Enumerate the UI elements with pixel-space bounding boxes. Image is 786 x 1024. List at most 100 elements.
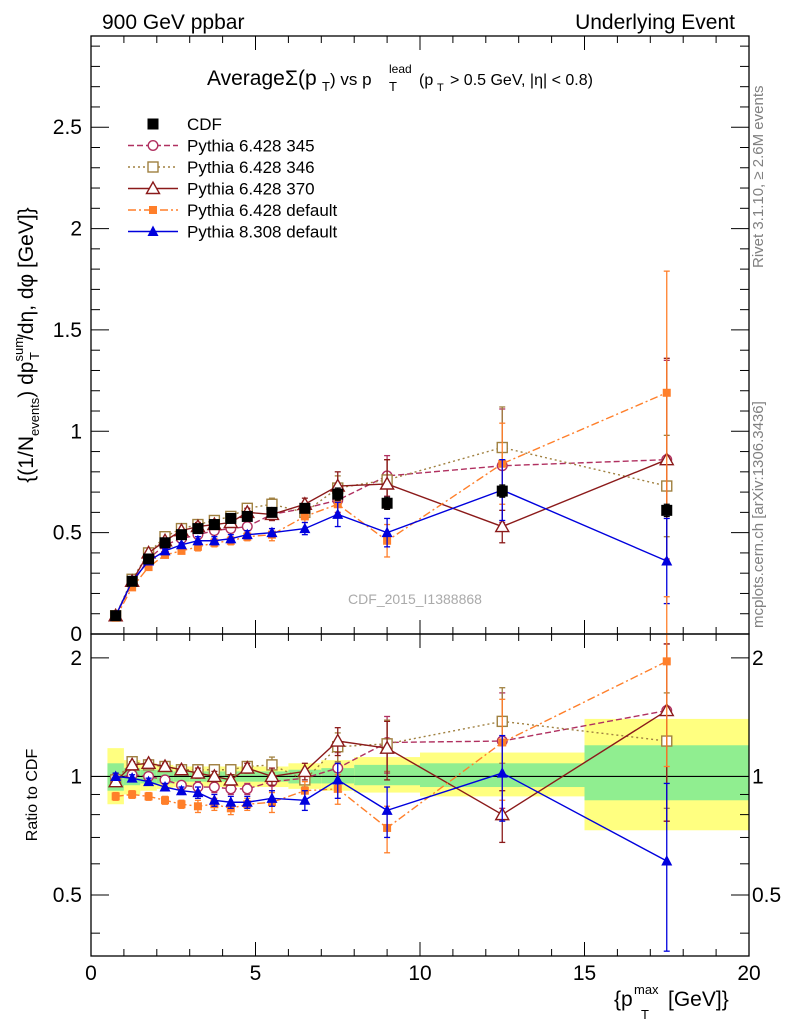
main-title-sub-t2: T	[389, 79, 397, 94]
ratio-data-point	[173, 761, 190, 776]
svg-text:[GeV]}: [GeV]}	[668, 988, 729, 1011]
main-series-5	[110, 484, 673, 622]
ratio-data-point	[175, 784, 187, 796]
ratio-data-point	[379, 740, 395, 754]
svg-text:max: max	[634, 982, 659, 997]
main-data-point	[192, 534, 204, 546]
ratio-data-point	[241, 796, 253, 807]
main-data-point	[494, 518, 510, 533]
ratio-data-point	[381, 804, 393, 815]
legend-item: Pythia 6.428 345	[128, 137, 315, 156]
ratio-data-point	[241, 783, 253, 795]
ratio-data-point	[208, 794, 220, 805]
ratio-data-point	[110, 770, 122, 781]
main-data-point	[175, 538, 187, 550]
ratio-data-point	[264, 768, 280, 783]
svg-text:{(1/Nevents) dpsumT/dη, dφ [Ge: {(1/Nevents) dpsumT/dη, dφ [GeV]}	[11, 207, 42, 482]
main-data-point	[192, 523, 204, 535]
ratio-series-layer	[107, 596, 675, 952]
legend-marker	[147, 161, 159, 173]
main-ylabel: {(1/Nevents) dpsumT/dη, dφ [GeV]}	[11, 207, 42, 482]
main-data-point	[332, 488, 344, 500]
ratio-series-5	[110, 734, 673, 952]
x-tick-label: 10	[408, 962, 431, 985]
main-data-point	[241, 510, 253, 522]
legend-item: Pythia 8.308 default	[128, 223, 338, 242]
main-data-point	[661, 504, 673, 516]
svg-text:{p: {p	[614, 988, 633, 1011]
ratio-data-point	[496, 767, 508, 778]
ratio-data-point	[128, 790, 137, 799]
ratio-data-point	[159, 781, 171, 792]
ratio-axes: 0 5 10 15 20 0.5 0.5 1 1 2 2	[53, 633, 781, 985]
legend-label: CDF	[187, 115, 222, 134]
header-left: 900 GeV ppbar	[102, 11, 244, 34]
legend-item: Pythia 6.428 346	[128, 158, 315, 177]
main-y-tick-label: 1	[70, 420, 82, 443]
main-title-cuts2: > 0.5 GeV, |η| < 0.8)	[450, 72, 593, 89]
legend-label: Pythia 6.428 370	[187, 180, 315, 199]
main-axes: 0 0.5 1 1.5 2 2.5	[53, 35, 750, 646]
legend-marker	[145, 180, 161, 195]
ratio-y-tick-label: 2	[70, 647, 82, 670]
x-tick-label: 0	[85, 962, 97, 985]
ratio-data-point	[239, 760, 255, 774]
ratio-data-point	[126, 772, 138, 783]
main-data-point	[661, 555, 673, 566]
ratio-data-point	[206, 768, 223, 783]
main-data-point	[159, 537, 171, 549]
main-y-tick-label: 0.5	[53, 522, 82, 545]
main-data-point	[299, 522, 311, 534]
main-title-sigma: Σ(p	[285, 67, 317, 90]
ratio-data-point	[144, 792, 153, 801]
main-data-point	[208, 519, 220, 531]
ratio-y-tick-label: 1	[70, 765, 82, 788]
ratio-data-point	[297, 763, 313, 778]
ratio-data-point	[140, 755, 157, 769]
main-series-0	[110, 359, 673, 622]
main-title-cuts: (p	[419, 72, 433, 89]
x-tick-label: 15	[573, 962, 596, 985]
legend-item: Pythia 6.428 default	[128, 201, 338, 220]
x-tick-label: 5	[250, 962, 262, 985]
main-data-point	[381, 497, 393, 509]
ratio-data-point	[266, 792, 278, 803]
main-data-point	[225, 512, 237, 524]
ratio-data-point	[193, 802, 202, 811]
ratio-data-point	[332, 773, 344, 785]
legend-item: Pythia 6.428 370	[128, 180, 315, 199]
main-series-layer	[107, 270, 675, 622]
ratio-data-point	[124, 756, 140, 771]
main-title-sub-t3: T	[437, 82, 444, 94]
ratio-series-3	[107, 643, 675, 844]
main-series-1	[109, 406, 673, 622]
main-title-average: Average	[207, 67, 285, 90]
main-data-point	[379, 476, 395, 490]
main-y-tick-label: 0	[70, 623, 82, 646]
ratio-data-point	[143, 775, 155, 787]
legend-marker	[149, 206, 157, 214]
main-y-tick-label: 2	[70, 218, 82, 241]
watermark: CDF_2015_I1388868	[348, 591, 482, 607]
main-data-point	[159, 544, 171, 556]
legend: CDF Pythia 6.428 345 Pythia 6.428 346 Pythi…	[128, 115, 338, 242]
ratio-data-point	[661, 854, 673, 866]
main-y-tick-label: 1.5	[53, 319, 82, 342]
ratio-data-point	[177, 800, 186, 809]
main-title-paren: ) vs p	[330, 70, 372, 89]
ratio-y-tick-label-right: 1	[752, 765, 764, 788]
ratio-ylabel: Ratio to CDF	[24, 749, 41, 842]
legend-marker	[147, 139, 159, 151]
ratio-series-line	[115, 709, 667, 790]
ratio-data-point	[223, 771, 239, 786]
main-y-tick-label: 2.5	[53, 116, 82, 139]
ratio-data-point	[111, 792, 120, 801]
main-series-2	[107, 357, 675, 622]
main-data-point	[300, 512, 309, 521]
legend-label: Pythia 6.428 346	[187, 158, 315, 177]
legend-label: Pythia 8.308 default	[187, 223, 338, 242]
legend-marker	[147, 225, 159, 236]
main-series-3	[111, 270, 671, 622]
ratio-data-point	[225, 796, 237, 807]
